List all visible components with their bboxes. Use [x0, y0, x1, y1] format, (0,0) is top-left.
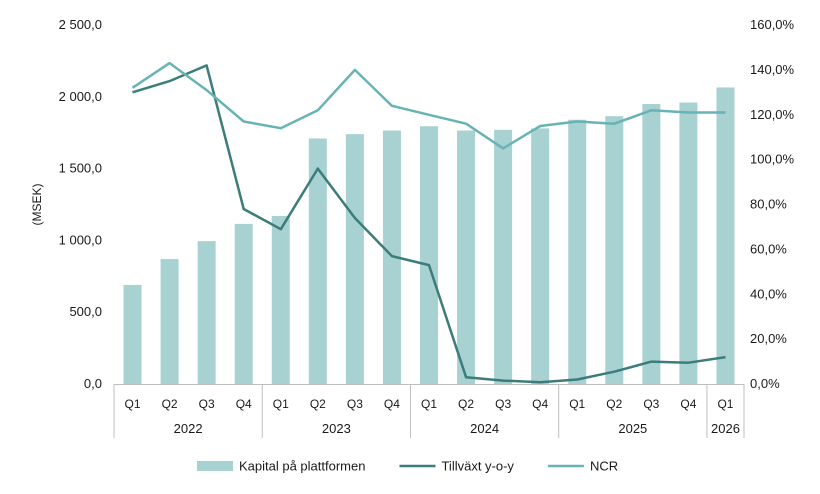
bar — [234, 223, 253, 384]
x-tick-label: Q4 — [384, 397, 400, 411]
bar — [160, 259, 179, 384]
legend-label-kapital-p-plattformen: Kapital på plattformen — [239, 459, 365, 474]
right-tick-label: 100,0% — [750, 152, 795, 167]
bar — [457, 130, 476, 384]
x-tick-label: Q4 — [236, 397, 252, 411]
bar — [716, 87, 735, 384]
x-tick-label: Q3 — [347, 397, 363, 411]
bar — [605, 116, 624, 384]
line-ncr — [131, 61, 726, 150]
left-tick-label: 2 000,0 — [59, 89, 102, 104]
right-tick-label: 0,0% — [750, 376, 780, 391]
year-label: 2025 — [618, 421, 647, 436]
x-tick-label: Q1 — [421, 397, 437, 411]
right-tick-label: 60,0% — [750, 241, 787, 256]
x-tick-label: Q3 — [643, 397, 659, 411]
bar-series — [123, 87, 735, 384]
left-tick-label: 0,0 — [84, 376, 102, 391]
right-tick-label: 140,0% — [750, 62, 795, 77]
legend-label-ncr: NCR — [590, 459, 618, 474]
year-label: 2024 — [470, 421, 499, 436]
bar — [271, 215, 290, 384]
line-tillv-xt-y-o-y — [132, 64, 726, 384]
x-tick-label: Q2 — [458, 397, 474, 411]
bar — [308, 138, 327, 384]
x-tick-label: Q2 — [310, 397, 326, 411]
bar — [531, 128, 550, 384]
year-label: 2022 — [174, 421, 203, 436]
legend: Kapital på plattformen Tillväxt y-o-y NCR — [197, 459, 618, 474]
x-tick-label: Q3 — [199, 397, 215, 411]
x-tick-label: Q1 — [717, 397, 733, 411]
right-tick-label: 160,0% — [750, 17, 795, 32]
right-tick-label: 80,0% — [750, 197, 787, 212]
left-tick-label: 2 500,0 — [59, 17, 102, 32]
right-tick-label: 120,0% — [750, 107, 795, 122]
x-tick-label: Q3 — [495, 397, 511, 411]
line-series — [131, 61, 726, 384]
y-axis-label: (MSEK) — [30, 183, 44, 225]
left-tick-label: 1 000,0 — [59, 232, 102, 247]
x-tick-label: Q2 — [606, 397, 622, 411]
left-axis-ticks: 0,0 500,0 1 000,0 1 500,0 2 000,0 2 500,0 — [59, 17, 102, 391]
bar — [568, 119, 587, 384]
right-axis-ticks: 0,0% 20,0% 40,0% 60,0% 80,0% 100,0% 120,0% 140,… — [750, 17, 795, 391]
x-tick-label: Q1 — [273, 397, 289, 411]
bar — [679, 102, 698, 384]
x-tick-label: Q4 — [532, 397, 548, 411]
x-tick-label: Q1 — [569, 397, 585, 411]
year-label: 2026 — [711, 421, 740, 436]
bar — [197, 241, 216, 384]
right-tick-label: 40,0% — [750, 286, 787, 301]
x-tick-label: Q4 — [680, 397, 696, 411]
legend-swatch-kapital-p-plattformen — [197, 461, 233, 471]
bar — [345, 134, 364, 384]
bar — [420, 126, 438, 384]
left-tick-label: 500,0 — [69, 304, 102, 319]
bar — [642, 103, 661, 384]
legend-label-tillv-xt-y-o-y: Tillväxt y-o-y — [441, 459, 514, 474]
left-tick-label: 1 500,0 — [59, 161, 102, 176]
right-tick-label: 20,0% — [750, 331, 787, 346]
x-tick-label: Q2 — [162, 397, 178, 411]
x-tick-label: Q1 — [125, 397, 141, 411]
x-axis: Q1 Q2 Q3 Q4 Q1 Q2 Q3 Q4 Q1 Q2 Q3 Q4 Q1 Q2 Q3 Q4 Q1 2022 20… — [113, 384, 745, 438]
bar — [123, 284, 142, 384]
bar — [494, 129, 513, 384]
year-label: 2023 — [322, 421, 351, 436]
